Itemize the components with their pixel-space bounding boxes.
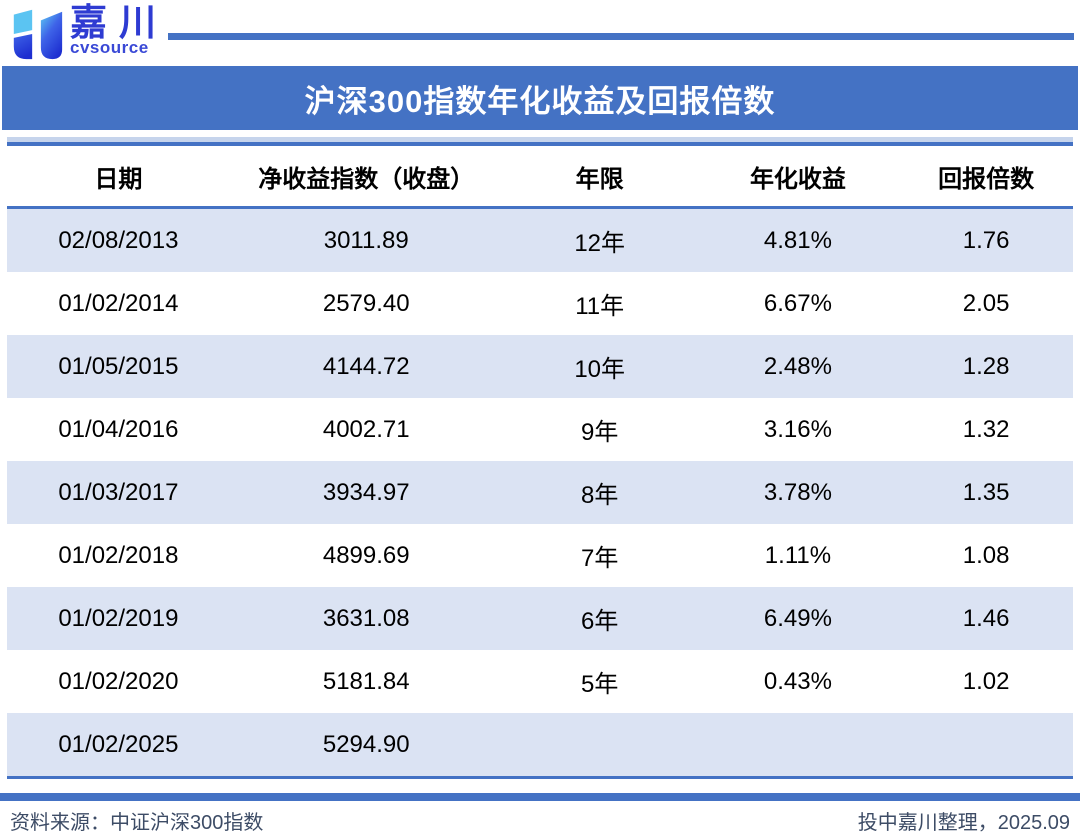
cell-years: 12年 [574, 230, 626, 257]
header-cell-annualized: 年化收益 [749, 165, 846, 193]
cell-annualized: 1.11% [764, 541, 832, 569]
table-row: 02/08/2013 3011.89 12年 4.81% 1.76 [7, 209, 1073, 272]
cell-years: 9年 [580, 419, 619, 446]
cell-annualized: 3.78% [763, 478, 832, 506]
cell-index: 5294.90 [322, 730, 410, 758]
cell-multiple: 1.32 [962, 415, 1010, 443]
header-cell-index: 净收益指数（收盘） [258, 165, 475, 193]
table-row: 01/02/2019 3631.08 6年 6.49% 1.46 [7, 587, 1073, 650]
brand-name-cn: 嘉川 [70, 2, 168, 43]
cell-date: 01/02/2019 [58, 604, 179, 632]
cell-multiple: 1.28 [962, 352, 1010, 380]
header-cell-date: 日期 [94, 165, 143, 193]
cvsource-logo: 嘉川 cvsource [8, 4, 168, 62]
credit-note: 投中嘉川整理，2025.09 [857, 812, 1070, 834]
cell-index: 3631.08 [322, 604, 410, 632]
table-row: 01/02/2025 5294.90 [7, 713, 1073, 776]
cell-date: 01/04/2016 [58, 415, 179, 443]
cell-date: 01/05/2015 [58, 352, 179, 380]
cell-date: 01/02/2014 [58, 289, 179, 317]
table-row: 01/03/2017 3934.97 8年 3.78% 1.35 [7, 461, 1073, 524]
data-table: 日期 净收益指数（收盘） 年限 年化收益 回报倍数 02/08/2013 301… [7, 142, 1073, 779]
header-rule [168, 33, 1074, 40]
cell-years: 5年 [580, 671, 619, 698]
brand-name-en: cvsource [70, 38, 149, 57]
cvsource-logo-icon [13, 9, 63, 60]
cell-date: 01/02/2018 [58, 541, 179, 569]
cell-index: 4899.69 [322, 541, 410, 569]
cell-years: 6年 [580, 608, 619, 635]
cell-annualized: 4.81% [763, 226, 832, 254]
cell-multiple: 1.46 [962, 604, 1010, 632]
cell-index: 5181.84 [322, 667, 410, 695]
header-cell-multiple: 回报倍数 [938, 165, 1035, 193]
cell-multiple: 1.35 [962, 478, 1010, 506]
header-cell-years: 年限 [575, 165, 624, 193]
cell-date: 02/08/2013 [58, 226, 179, 254]
cell-multiple: 1.02 [962, 667, 1010, 695]
table-body: 02/08/2013 3011.89 12年 4.81% 1.76 01/02/… [7, 209, 1073, 779]
cell-multiple: 1.08 [962, 541, 1010, 569]
cell-annualized: 6.67% [763, 289, 832, 317]
source-note: 资料来源：中证沪深300指数 [10, 812, 264, 834]
cell-years: 7年 [580, 545, 619, 572]
table-header-row: 日期 净收益指数（收盘） 年限 年化收益 回报倍数 [7, 146, 1073, 209]
table-row: 01/02/2014 2579.40 11年 6.67% 2.05 [7, 272, 1073, 335]
cell-multiple: 2.05 [962, 289, 1010, 317]
cell-index: 2579.40 [322, 289, 410, 317]
cell-date: 01/02/2025 [58, 730, 179, 758]
cell-date: 01/03/2017 [58, 478, 179, 506]
page-footer: 资料来源：中证沪深300指数 投中嘉川整理，2025.09 [0, 801, 1080, 835]
cell-date: 01/02/2020 [58, 667, 179, 695]
cell-annualized: 3.16% [763, 415, 832, 443]
cell-years: 11年 [575, 293, 625, 320]
page-header: 嘉川 cvsource [0, 0, 1080, 66]
table-row: 01/02/2020 5181.84 5年 0.43% 1.02 [7, 650, 1073, 713]
cell-annualized: 6.49% [763, 604, 832, 632]
cell-years: 8年 [580, 482, 619, 509]
cell-annualized: 0.43% [763, 667, 832, 695]
cell-multiple: 1.76 [962, 226, 1010, 254]
cell-years: 10年 [574, 356, 626, 383]
table-row: 01/04/2016 4002.71 9年 3.16% 1.32 [7, 398, 1073, 461]
footer-rule [0, 793, 1080, 801]
page-title: 沪深300指数年化收益及回报倍数 [304, 83, 776, 119]
logo-text-block: 嘉川 cvsource [70, 4, 168, 56]
cell-annualized: 2.48% [763, 352, 832, 380]
cell-index: 4002.71 [322, 415, 410, 443]
cell-index: 4144.72 [322, 352, 410, 380]
table-row: 01/02/2018 4899.69 7年 1.11% 1.08 [7, 524, 1073, 587]
table-row: 01/05/2015 4144.72 10年 2.48% 1.28 [7, 335, 1073, 398]
cell-index: 3011.89 [323, 226, 409, 254]
title-bar: 沪深300指数年化收益及回报倍数 [2, 66, 1078, 130]
cell-index: 3934.97 [322, 478, 410, 506]
